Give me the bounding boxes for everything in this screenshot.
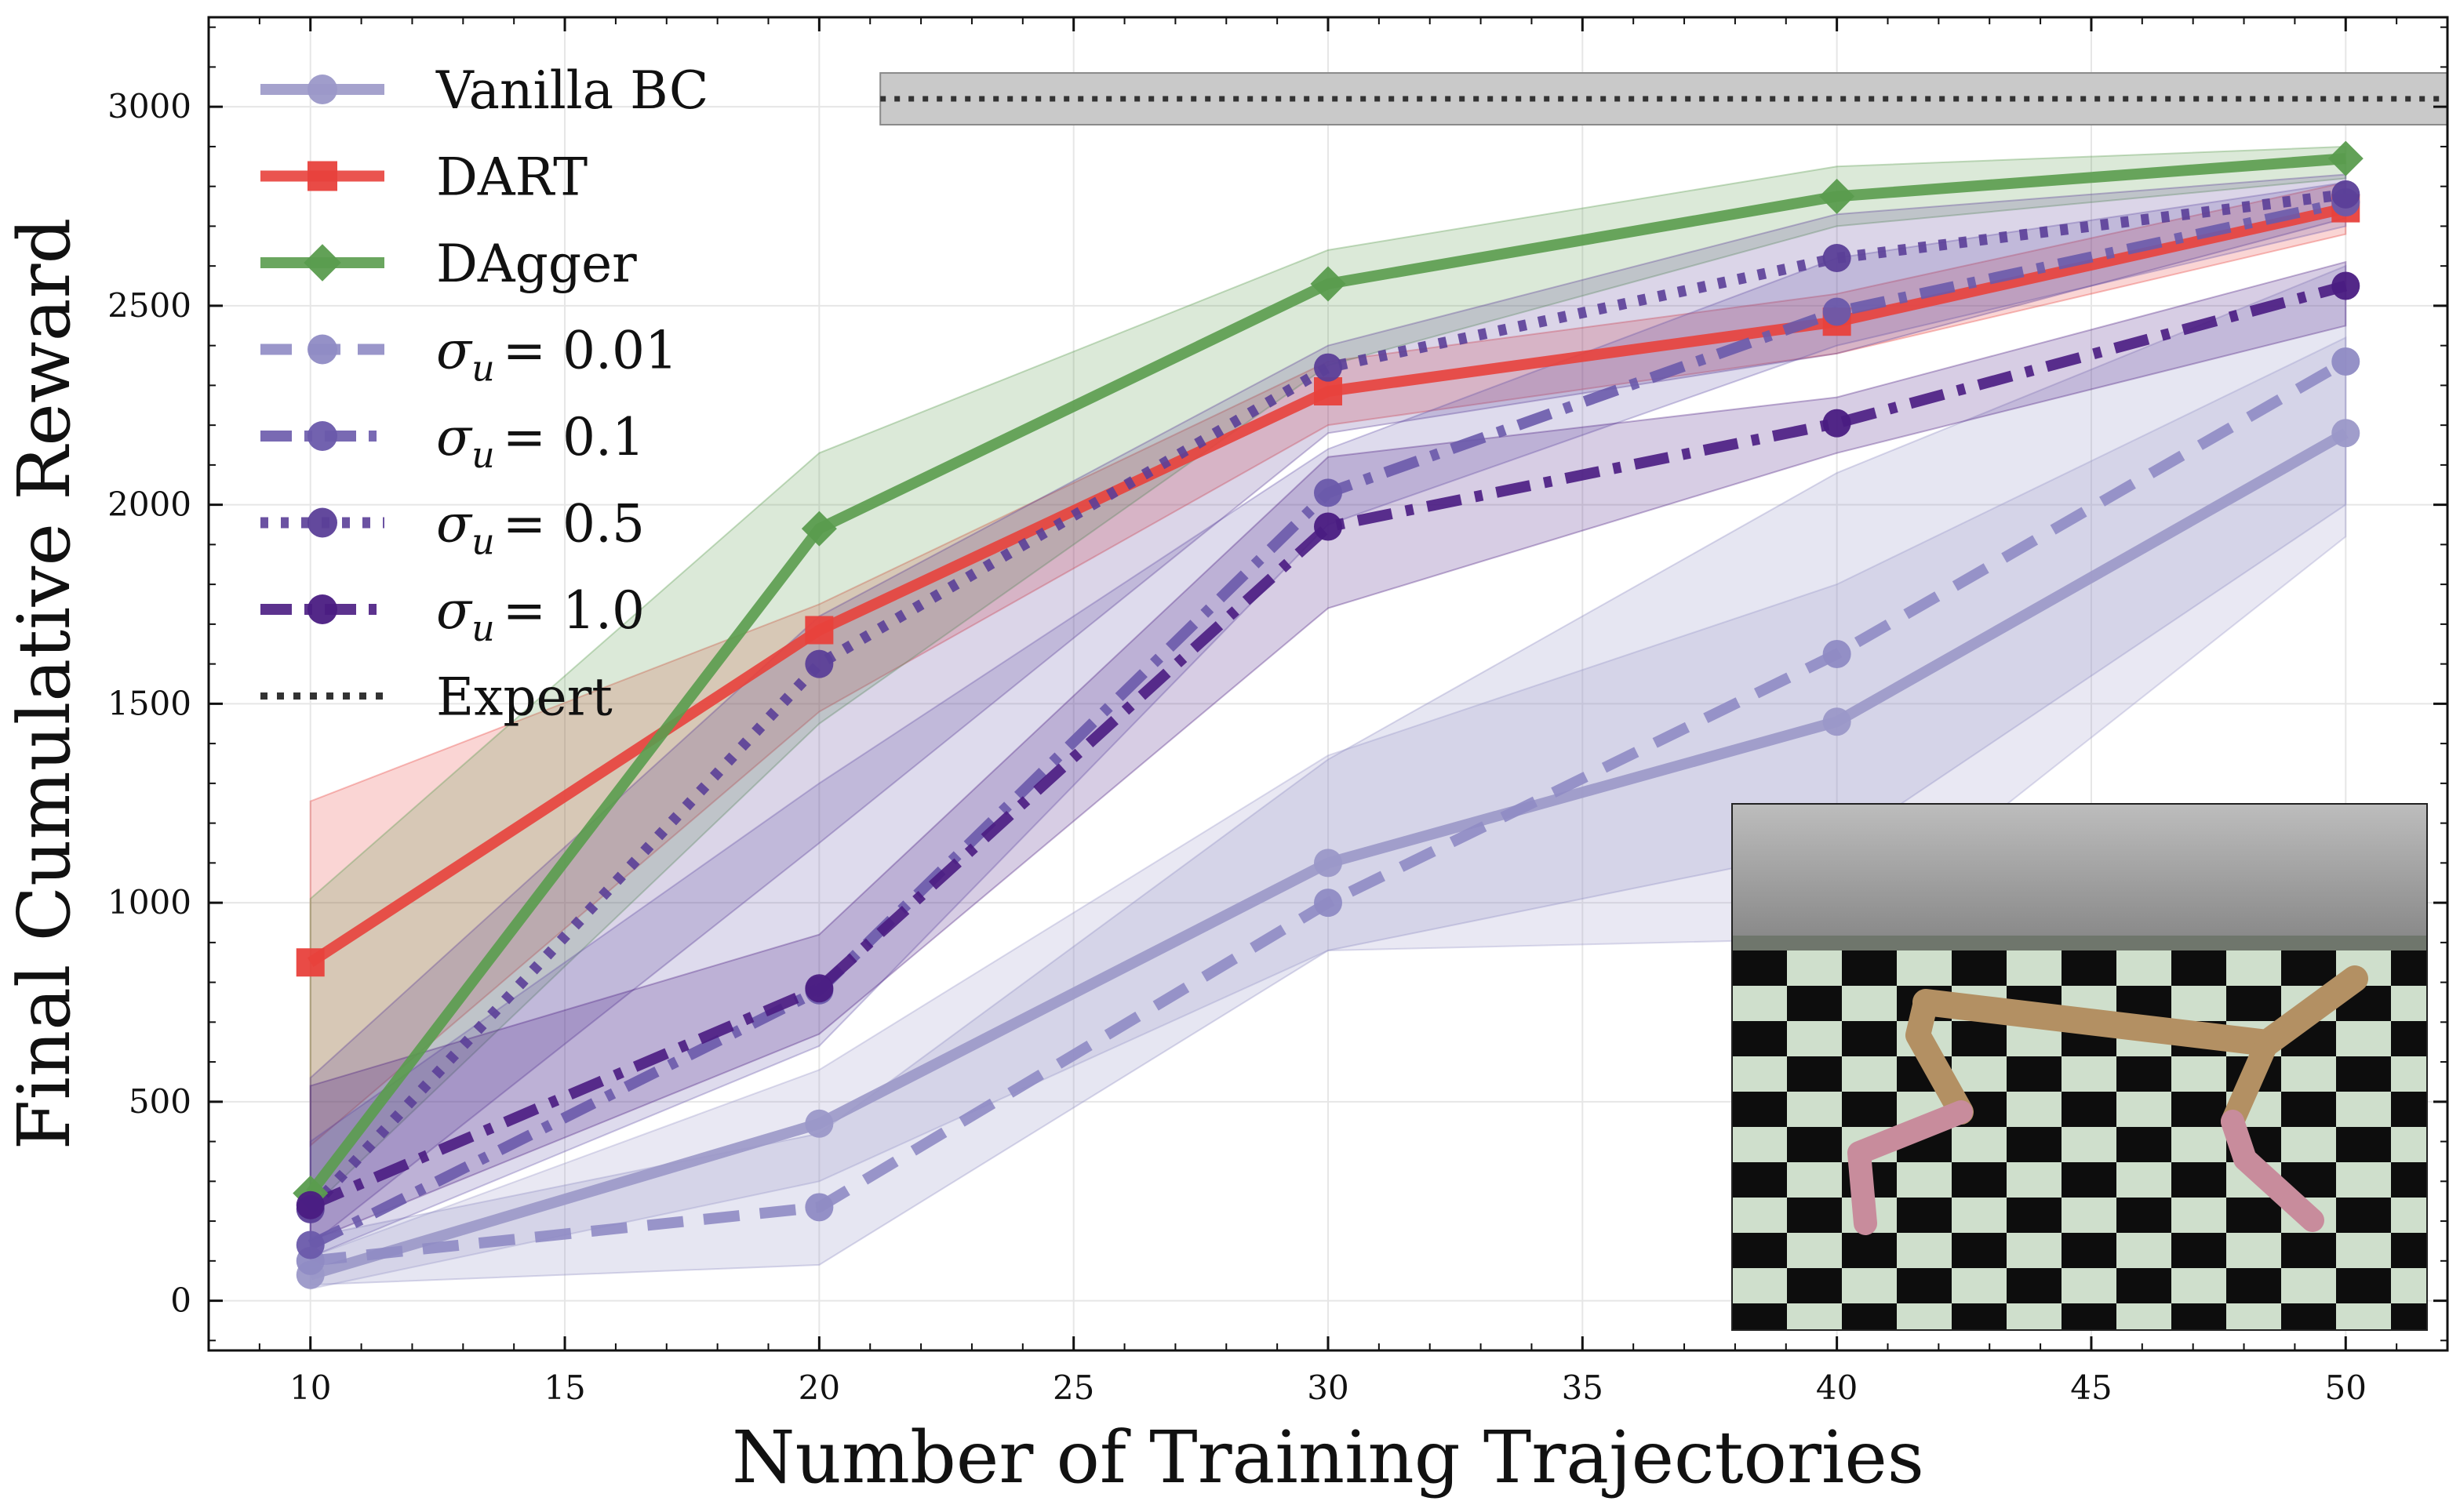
robot-figure-icon bbox=[1847, 965, 2368, 1235]
x-tick-label: 35 bbox=[1562, 1368, 1603, 1407]
data-point-u-0-01 bbox=[2331, 347, 2360, 376]
y-tick-label: 500 bbox=[129, 1082, 191, 1121]
legend-item-u-0-5: σu = 0.5 bbox=[260, 494, 645, 563]
legend-label-symbol: σ bbox=[436, 580, 473, 641]
data-point-vanilla-bc bbox=[1314, 849, 1342, 878]
legend-label-value: = 0.01 bbox=[503, 321, 678, 381]
inset-horizon bbox=[1732, 936, 2427, 953]
y-tick-label: 1500 bbox=[107, 684, 191, 722]
legend-marker bbox=[304, 244, 341, 282]
data-point-u-1-0 bbox=[1822, 409, 1851, 438]
legend-label: Vanilla BC bbox=[435, 60, 708, 121]
expert-band bbox=[879, 72, 2447, 126]
legend-marker bbox=[308, 507, 337, 538]
legend-label-subscript: u bbox=[471, 434, 495, 476]
data-point-u-0-1 bbox=[1822, 297, 1851, 326]
inset-frame bbox=[1731, 803, 2428, 1331]
legend-label-subscript: u bbox=[471, 347, 495, 390]
legend-label: DART bbox=[436, 147, 588, 208]
axis-ticks bbox=[209, 17, 2447, 1350]
data-point-u-0-5 bbox=[805, 649, 834, 678]
legend-label-value: = 0.5 bbox=[503, 494, 645, 554]
legend-label-value: = 1.0 bbox=[503, 580, 645, 641]
legend-label-subscript: u bbox=[471, 607, 495, 649]
legend-item-dagger: DAgger bbox=[260, 234, 637, 294]
y-axis-label: Final Cumulative Reward bbox=[2, 218, 86, 1150]
data-point-u-1-0 bbox=[805, 974, 834, 1003]
data-point-u-0-5 bbox=[1822, 244, 1851, 273]
legend-label-value: = 0.1 bbox=[503, 407, 645, 467]
x-axis-label: Number of Training Trajectories bbox=[732, 1416, 1924, 1499]
data-point-u-1-0 bbox=[1314, 512, 1342, 541]
data-point-u-0-1 bbox=[1314, 478, 1342, 507]
data-point-u-0-1 bbox=[296, 1230, 325, 1259]
data-point-dart bbox=[805, 616, 834, 645]
legend-item-dart: DART bbox=[260, 147, 588, 208]
legend-marker bbox=[308, 594, 337, 624]
inset-sky bbox=[1732, 804, 2427, 936]
data-point-dart bbox=[1314, 377, 1342, 406]
data-point-u-0-01 bbox=[1314, 889, 1342, 918]
legend-item-u-0-1: σu = 0.1 bbox=[260, 407, 645, 476]
legend-marker bbox=[308, 161, 337, 191]
series-line-u-1-0 bbox=[308, 280, 2348, 1211]
legend-item-u-1-0: σu = 1.0 bbox=[260, 580, 645, 649]
data-point-vanilla-bc bbox=[1822, 707, 1851, 736]
legend-label: σu = 0.5 bbox=[436, 494, 645, 563]
robot-simulation-inset bbox=[1731, 803, 2428, 1331]
y-tick-label: 2000 bbox=[107, 485, 191, 524]
legend-label-symbol: σ bbox=[436, 321, 473, 381]
y-tick-label: 1000 bbox=[107, 883, 191, 921]
legend-label-subscript: u bbox=[471, 521, 495, 563]
data-point-u-0-5 bbox=[1314, 353, 1342, 382]
legend-label: Expert bbox=[436, 667, 613, 728]
legend-label-symbol: σ bbox=[436, 494, 473, 554]
legend-label: σu = 0.01 bbox=[436, 321, 678, 390]
tick-labels: 10 15 20 25 30 35 40 45 500500100015002000250030… bbox=[107, 87, 2367, 1407]
data-point-dagger bbox=[1310, 266, 1346, 302]
plot-area bbox=[293, 72, 2447, 1290]
data-point-dagger bbox=[2327, 140, 2364, 176]
series-markers bbox=[293, 140, 2364, 1289]
data-point-u-0-01 bbox=[805, 1193, 834, 1222]
legend-item-u-0-01: σu = 0.01 bbox=[260, 321, 678, 390]
x-tick-label: 50 bbox=[2325, 1368, 2367, 1407]
data-point-dart bbox=[296, 948, 325, 977]
x-tick-label: 20 bbox=[799, 1368, 840, 1407]
data-point-u-1-0 bbox=[2331, 271, 2360, 300]
band-u-0-01 bbox=[309, 264, 2347, 1286]
legend-label: DAgger bbox=[436, 234, 637, 294]
band-vanilla-bc bbox=[309, 336, 2347, 1290]
legend-marker bbox=[308, 75, 337, 104]
legend-marker bbox=[308, 421, 337, 451]
legend-label: σu = 0.1 bbox=[436, 407, 645, 476]
data-point-dagger bbox=[1819, 178, 1855, 214]
legend-item-vanilla-bc: Vanilla BC bbox=[260, 60, 708, 121]
x-tick-label: 40 bbox=[1816, 1368, 1858, 1407]
x-tick-label: 25 bbox=[1053, 1368, 1094, 1407]
y-tick-label: 2500 bbox=[107, 286, 191, 325]
data-point-u-1-0 bbox=[296, 1190, 325, 1219]
legend-label-symbol: σ bbox=[436, 407, 473, 467]
y-tick-label: 0 bbox=[170, 1281, 191, 1320]
data-point-vanilla-bc bbox=[2331, 419, 2360, 448]
legend-item-expert: Expert bbox=[260, 667, 613, 728]
data-point-dagger bbox=[801, 511, 837, 547]
data-point-u-0-5 bbox=[2331, 180, 2360, 209]
series-line-u-0-5 bbox=[306, 188, 2347, 1213]
x-tick-label: 30 bbox=[1307, 1368, 1348, 1407]
x-tick-label: 45 bbox=[2070, 1368, 2112, 1407]
legend-marker bbox=[308, 334, 337, 365]
data-point-vanilla-bc bbox=[805, 1109, 834, 1138]
y-tick-label: 3000 bbox=[107, 87, 191, 125]
data-point-u-0-01 bbox=[1822, 639, 1851, 668]
x-tick-label: 10 bbox=[289, 1368, 331, 1407]
expert-range-band bbox=[879, 72, 2447, 126]
x-tick-label: 15 bbox=[544, 1368, 585, 1407]
legend-label: σu = 1.0 bbox=[436, 580, 645, 649]
